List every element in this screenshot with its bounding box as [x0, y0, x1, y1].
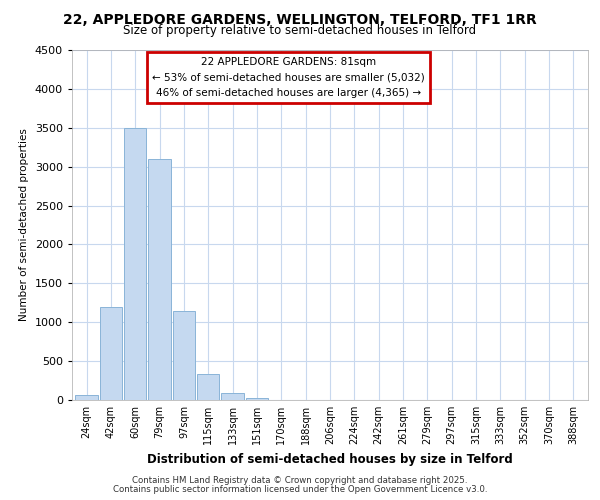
Bar [148, 159, 171, 400]
Text: Contains public sector information licensed under the Open Government Licence v3: Contains public sector information licen… [113, 485, 487, 494]
Text: Size of property relative to semi-detached houses in Telford: Size of property relative to semi-detach… [124, 24, 476, 37]
Bar [76, 396, 98, 400]
Text: 22 APPLEDORE GARDENS: 81sqm
← 53% of semi-detached houses are smaller (5,032)
46: 22 APPLEDORE GARDENS: 81sqm ← 53% of sem… [152, 57, 425, 98]
Bar [197, 374, 220, 400]
Bar [221, 393, 244, 400]
Y-axis label: Number of semi-detached properties: Number of semi-detached properties [19, 128, 29, 322]
X-axis label: Distribution of semi-detached houses by size in Telford: Distribution of semi-detached houses by … [147, 452, 513, 466]
Text: Contains HM Land Registry data © Crown copyright and database right 2025.: Contains HM Land Registry data © Crown c… [132, 476, 468, 485]
Bar [173, 310, 195, 400]
Text: 22, APPLEDORE GARDENS, WELLINGTON, TELFORD, TF1 1RR: 22, APPLEDORE GARDENS, WELLINGTON, TELFO… [63, 12, 537, 26]
Bar [246, 398, 268, 400]
Bar [100, 306, 122, 400]
Bar [124, 128, 146, 400]
